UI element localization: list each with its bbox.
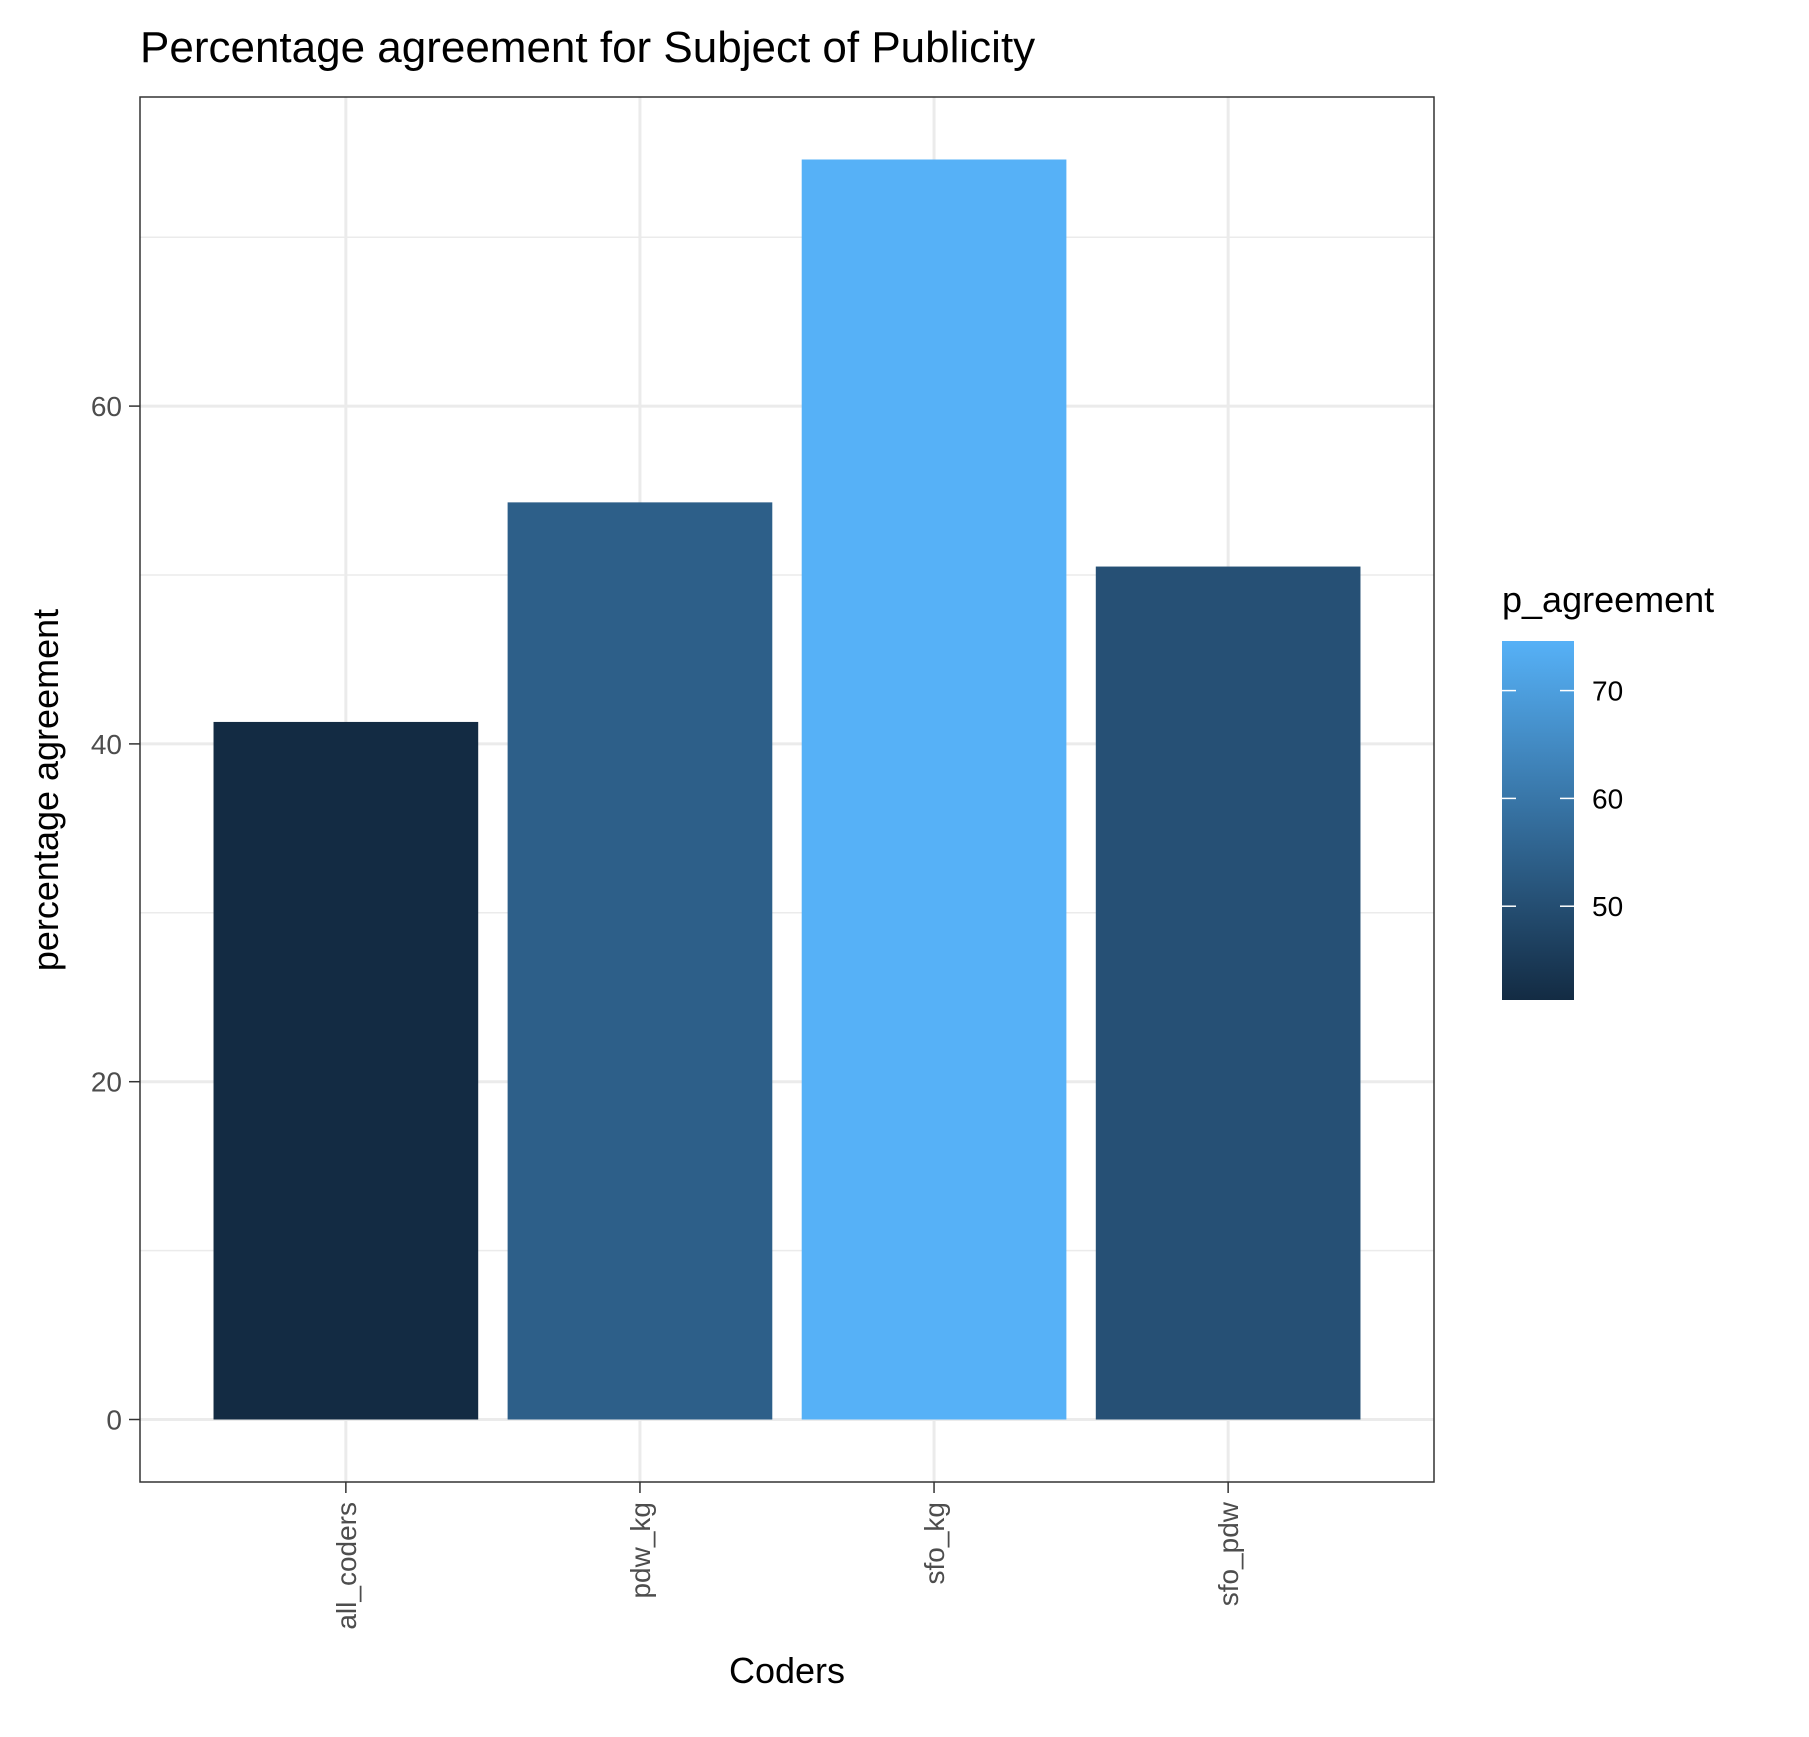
bar-pdw_kg <box>507 502 773 1420</box>
x-tick-label: sfo_kg <box>919 1502 950 1585</box>
y-tick-label: 40 <box>91 729 122 760</box>
legend-ticks: 50 60 70 <box>1502 676 1623 922</box>
color-legend: p_agreement 50 60 70 <box>1502 579 1714 1000</box>
legend-title: p_agreement <box>1502 579 1714 620</box>
legend-tick-label: 60 <box>1592 783 1623 814</box>
x-tick-label: all_coders <box>331 1502 362 1630</box>
x-tick-label: pdw_kg <box>625 1502 656 1599</box>
plot-border <box>139 96 1435 1483</box>
y-axis-title: percentage agreement <box>25 609 66 971</box>
y-axis: 0 20 40 60 <box>91 391 140 1436</box>
bar-sfo_pdw <box>1095 566 1361 1420</box>
x-axis-title: Coders <box>729 1650 845 1691</box>
bar-all_coders <box>213 721 479 1420</box>
y-tick-label: 60 <box>91 391 122 422</box>
bar-sfo_kg <box>801 159 1067 1420</box>
x-tick-label: sfo_pdw <box>1213 1501 1244 1606</box>
x-axis: all_coders pdw_kg sfo_kg sfo_pdw <box>331 1482 1244 1630</box>
bars <box>213 159 1361 1420</box>
legend-tick-label: 70 <box>1592 676 1623 707</box>
y-tick-label: 20 <box>91 1067 122 1098</box>
legend-tick-label: 50 <box>1592 891 1623 922</box>
y-tick-label: 0 <box>106 1405 122 1436</box>
chart-title: Percentage agreement for Subject of Publ… <box>140 23 1035 72</box>
legend-colorbar <box>1502 641 1574 1000</box>
